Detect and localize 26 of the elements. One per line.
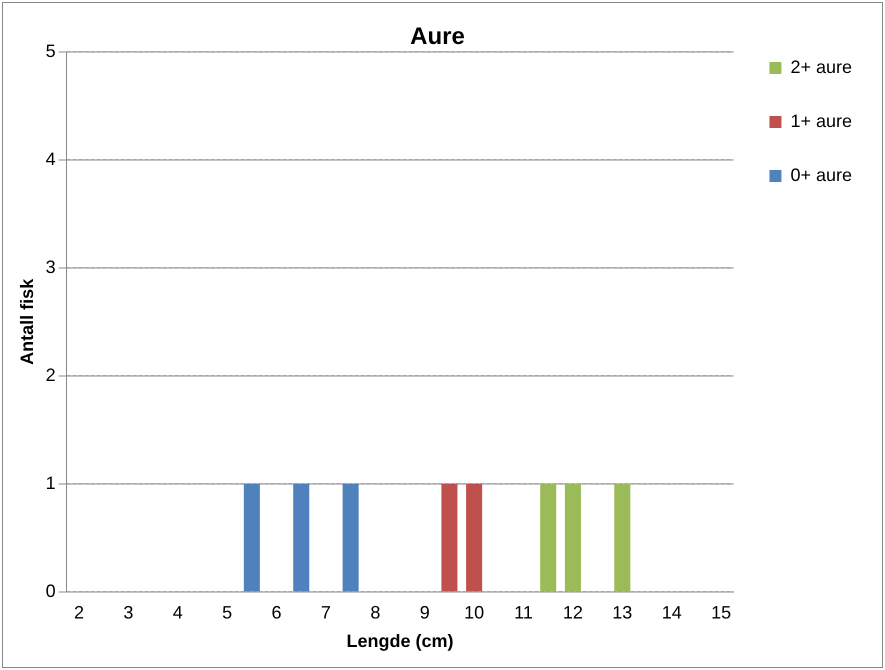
x-axis-title: Lengde (cm)	[346, 631, 454, 652]
x-tick-label: 2	[74, 602, 84, 623]
y-tick-label: 5	[46, 40, 56, 61]
x-tick-label: 4	[172, 602, 183, 623]
legend-label: 0+ aure	[790, 164, 852, 185]
x-tick-label: 8	[370, 602, 380, 623]
chart-title: Aure	[410, 23, 465, 50]
x-tick-label: 14	[662, 602, 682, 623]
x-tick-label: 9	[420, 602, 430, 623]
y-tick-label: 1	[46, 472, 56, 493]
x-tick-label: 12	[562, 602, 583, 623]
legend-label: 2+ aure	[790, 56, 852, 77]
y-axis-title: Antall fisk	[16, 278, 37, 365]
x-tick-label: 13	[612, 602, 632, 623]
y-tick-label: 2	[46, 364, 56, 385]
x-tick-label: 3	[123, 602, 134, 623]
x-tick-label: 11	[514, 602, 533, 623]
y-tick-label: 4	[46, 148, 56, 169]
y-tick-label: 0	[46, 580, 56, 601]
legend-label: 1+ aure	[790, 110, 852, 131]
y-tick-label: 3	[46, 256, 56, 277]
x-tick-label: 7	[320, 602, 331, 623]
x-tick-label: 5	[222, 602, 232, 623]
x-tick-label: 6	[272, 602, 282, 623]
x-tick-label: 10	[464, 602, 484, 623]
x-tick-label: 15	[711, 602, 732, 623]
